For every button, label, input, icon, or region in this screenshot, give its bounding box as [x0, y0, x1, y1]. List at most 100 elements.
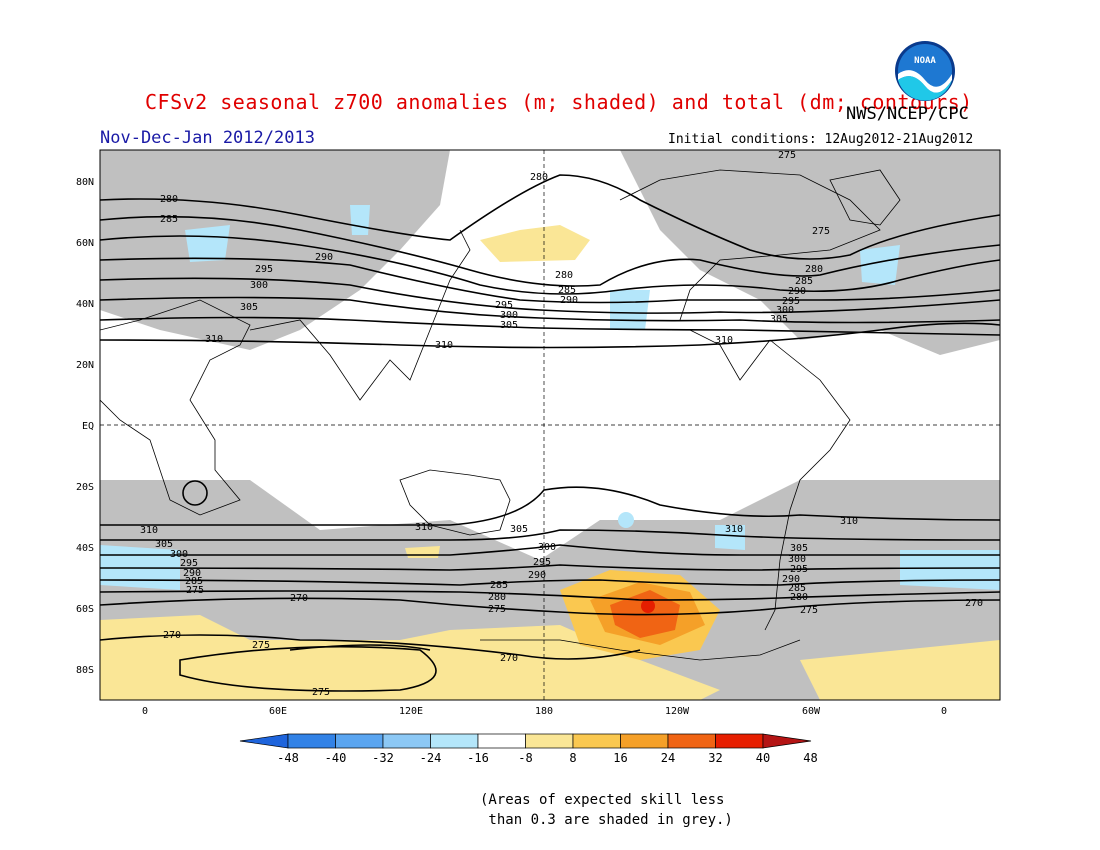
- contour-label: 295: [180, 558, 198, 569]
- agency-label: NWS/NCEP/CPC: [846, 104, 969, 124]
- colorbar-swatch: [572, 733, 621, 749]
- colorbar-tick-label: 24: [661, 751, 675, 765]
- coastlines: [100, 169, 901, 661]
- contour-label: 270: [290, 593, 308, 604]
- contour-label-group: 280 285 295 300 305 310 290 280 280 285 …: [140, 150, 983, 698]
- reference-lines: [100, 150, 1000, 700]
- colorbar-swatch: [715, 733, 764, 749]
- lat-label: 60N: [76, 238, 94, 249]
- colorbar-tick-label: 48: [803, 751, 817, 765]
- colorbar-tick-label: 8: [569, 751, 576, 765]
- colorbar-tick-label: 16: [613, 751, 627, 765]
- contour-label: 300: [788, 554, 806, 565]
- svg-text:NOAA: NOAA: [914, 56, 936, 66]
- latitude-labels: 80N 60N 40N 20N EQ 20S 40S 60S 80S: [76, 177, 94, 676]
- contour-label: 285: [788, 583, 806, 594]
- contour-label: 290: [788, 286, 806, 297]
- lon-label: 120E: [399, 706, 423, 717]
- lat-label: 80N: [76, 177, 94, 188]
- initial-conditions: Initial conditions: 12Aug2012-21Aug2012: [668, 132, 974, 147]
- contour-label: 275: [186, 585, 204, 596]
- contour-label: 285: [185, 576, 203, 587]
- lon-label: 60E: [269, 706, 287, 717]
- contour-label: 280: [805, 264, 823, 275]
- contour-label: 280: [555, 270, 573, 281]
- contour-label: 310: [725, 524, 743, 535]
- colorbar-tick-label: -8: [518, 751, 532, 765]
- contour-label: 295: [533, 557, 551, 568]
- colorbar-swatch: [620, 733, 669, 749]
- skill-footnote: (Areas of expected skill less than 0.3 a…: [480, 792, 733, 828]
- contour-label: 310: [205, 334, 223, 345]
- contour-label: 295: [790, 564, 808, 575]
- contour-label: 290: [782, 574, 800, 585]
- contour-label: 305: [155, 539, 173, 550]
- contour-label: 305: [510, 524, 528, 535]
- colorbar-swatch: [525, 733, 574, 749]
- contour-label: 280: [790, 592, 808, 603]
- colorbar-tick-label: -40: [325, 751, 347, 765]
- contour-label: 285: [490, 580, 508, 591]
- colorbar-tick-label: -16: [467, 751, 489, 765]
- contour-label: 310: [715, 335, 733, 346]
- lat-label: 80S: [76, 665, 94, 676]
- map-frame: [99, 149, 1001, 701]
- colorbar-tick-label: -48: [277, 751, 299, 765]
- contour-label: 285: [160, 214, 178, 225]
- contour-label: 300: [170, 549, 188, 560]
- lat-label: 20S: [76, 482, 94, 493]
- contour-label: 295: [495, 300, 513, 311]
- contour-label: 280: [160, 194, 178, 205]
- colorbar-left-arrow: [239, 733, 289, 749]
- contour-label: 310: [840, 516, 858, 527]
- longitude-labels: 0 60E 120E 180 120W 60W 0: [142, 706, 947, 717]
- colorbar-swatch: [287, 733, 336, 749]
- lon-label: 60W: [802, 706, 821, 717]
- contour-label: 290: [528, 570, 546, 581]
- contour-label: 310: [415, 522, 433, 533]
- lon-label: 180: [535, 706, 553, 717]
- contour-label: 270: [163, 630, 181, 641]
- colorbar-right-arrow: [762, 733, 812, 749]
- lat-label: 40S: [76, 543, 94, 554]
- colorbar-tick-label: -32: [372, 751, 394, 765]
- contour-label: 305: [500, 320, 518, 331]
- contour-label: 310: [140, 525, 158, 536]
- contour-label: 290: [183, 568, 201, 579]
- lon-label: 120W: [665, 706, 690, 717]
- contour-label: 275: [800, 605, 818, 616]
- contour-label: 275: [812, 226, 830, 237]
- contour-label: 300: [250, 280, 268, 291]
- colorbar-swatch: [667, 733, 716, 749]
- contour-label: 280: [530, 172, 548, 183]
- colorbar: -48 -40 -32 -24 -16 -8 8 16 24 32 40 48: [239, 733, 818, 765]
- colorbar-swatch: [430, 733, 479, 749]
- lon-label: 0: [941, 706, 947, 717]
- height-contours: [100, 174, 1000, 692]
- lat-label: EQ: [82, 421, 94, 432]
- lat-label: 20N: [76, 360, 94, 371]
- colorbar-swatch: [382, 733, 431, 749]
- contour-label: 275: [312, 687, 330, 698]
- colorbar-swatch: [335, 733, 384, 749]
- lon-label: 0: [142, 706, 148, 717]
- chart-title: CFSv2 seasonal z700 anomalies (m; shaded…: [145, 90, 973, 114]
- lat-label: 60S: [76, 604, 94, 615]
- contour-label: 300: [776, 305, 794, 316]
- contour-label: 300: [500, 310, 518, 321]
- contour-label: 270: [500, 653, 518, 664]
- contour-label: 280: [488, 592, 506, 603]
- contour-label: 305: [240, 302, 258, 313]
- contour-label: 295: [255, 264, 273, 275]
- contour-label: 275: [778, 150, 796, 161]
- contour-label: 275: [252, 640, 270, 651]
- colorbar-tick-label: -24: [420, 751, 442, 765]
- noaa-logo-icon: NOAA: [895, 41, 955, 101]
- contour-label: 310: [435, 340, 453, 351]
- contour-label: 295: [782, 296, 800, 307]
- contour-label: 305: [790, 543, 808, 554]
- contour-label: 300: [538, 542, 556, 553]
- contour-label: 270: [965, 598, 983, 609]
- contour-label: 285: [558, 285, 576, 296]
- contour-label: 305: [770, 314, 788, 325]
